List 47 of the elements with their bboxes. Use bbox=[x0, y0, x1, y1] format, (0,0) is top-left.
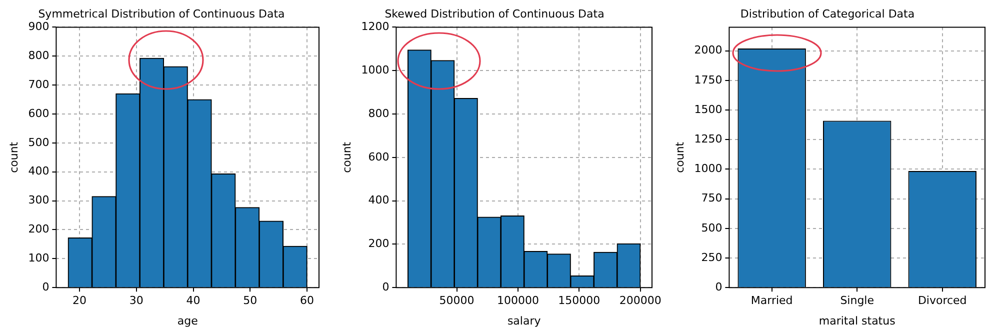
x-tick-label: 40 bbox=[186, 294, 200, 308]
y-tick-label: 1000 bbox=[694, 162, 722, 176]
y-tick-label: 1000 bbox=[361, 63, 390, 76]
x-axis-title: salary bbox=[507, 314, 542, 328]
x-tick-label: Divorced bbox=[918, 294, 967, 308]
x-tick-label: 20 bbox=[72, 294, 87, 308]
y-tick-label: 800 bbox=[368, 106, 390, 120]
chart-title: Skewed Distribution of Continuous Data bbox=[384, 7, 604, 20]
y-axis-title: count bbox=[340, 141, 354, 173]
y-axis-title: count bbox=[7, 141, 20, 173]
y-tick-label: 700 bbox=[28, 78, 50, 91]
y-tick-label: 2000 bbox=[694, 44, 722, 57]
y-tick-label: 800 bbox=[28, 48, 50, 62]
chart-title: Symmetrical Distribution of Continuous Data bbox=[38, 7, 285, 20]
y-tick-label: 250 bbox=[701, 250, 722, 264]
y-tick-label: 500 bbox=[701, 221, 722, 234]
x-tick-label: 100000 bbox=[496, 294, 539, 308]
x-tick-label: 30 bbox=[129, 294, 144, 308]
y-tick-label: 750 bbox=[701, 192, 722, 205]
y-tick-label: 400 bbox=[28, 164, 50, 178]
y-tick-label: 1750 bbox=[694, 73, 722, 86]
y-tick-label: 200 bbox=[368, 237, 390, 250]
y-tick-label: 900 bbox=[28, 20, 50, 34]
y-tick-label: 200 bbox=[28, 222, 50, 236]
chart-title: Distribution of Categorical Data bbox=[740, 7, 915, 20]
y-tick-label: 300 bbox=[28, 194, 50, 207]
y-tick-label: 1200 bbox=[361, 20, 390, 34]
y-tick-label: 0 bbox=[715, 280, 722, 294]
y-tick-label: 0 bbox=[42, 280, 50, 294]
y-tick-label: 400 bbox=[368, 194, 390, 207]
x-tick-label: 60 bbox=[300, 294, 314, 308]
y-tick-label: 0 bbox=[382, 280, 390, 294]
x-tick-label: Married bbox=[750, 294, 793, 308]
y-tick-label: 1500 bbox=[694, 102, 722, 116]
x-axis-title: age bbox=[177, 314, 198, 328]
x-axis-title: marital status bbox=[818, 314, 896, 328]
x-tick-label: 50 bbox=[243, 294, 258, 308]
x-tick-label: 150000 bbox=[558, 294, 600, 308]
y-tick-label: 600 bbox=[368, 150, 390, 164]
y-tick-label: 500 bbox=[28, 136, 50, 149]
x-tick-label: 200000 bbox=[619, 294, 662, 308]
y-axis-title: count bbox=[673, 141, 686, 173]
y-tick-label: 100 bbox=[28, 252, 50, 265]
y-tick-label: 600 bbox=[28, 106, 50, 120]
y-tick-label: 1250 bbox=[694, 132, 722, 146]
x-tick-label: 50000 bbox=[439, 294, 474, 308]
x-tick-label: Single bbox=[840, 294, 874, 308]
